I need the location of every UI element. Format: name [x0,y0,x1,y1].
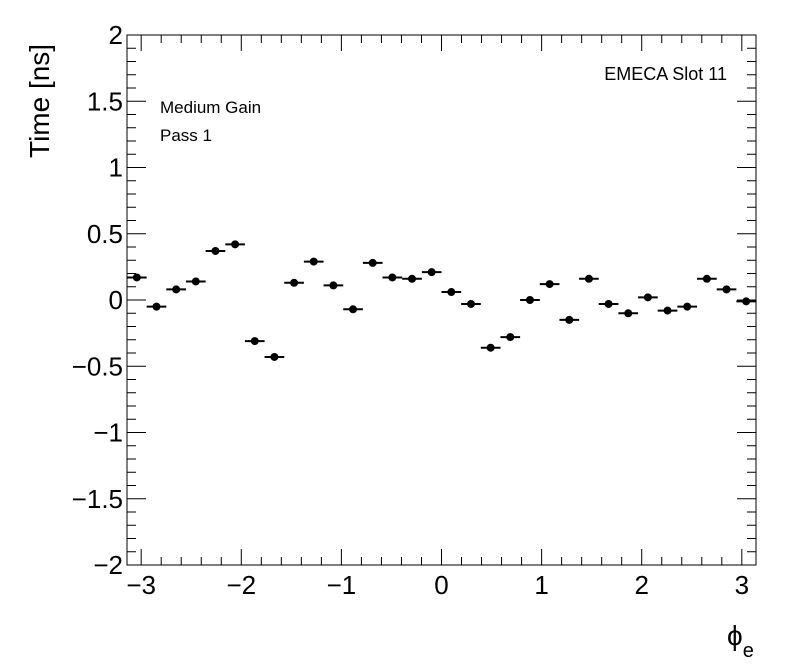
y-tick-label: −0.5 [72,351,123,381]
x-tick-label: −1 [327,570,357,600]
data-point-marker [545,280,554,289]
data-point-marker [270,352,279,361]
data-point-marker [643,293,652,302]
data-point-marker [408,274,417,283]
data-point [559,315,580,324]
data-point [402,274,422,283]
data-point-marker [231,240,240,249]
data-point-marker [427,268,436,277]
y-tick-label: 2 [109,20,123,50]
data-point [461,299,481,308]
slot-label: EMECA Slot 11 [604,64,727,84]
data-point [421,268,442,277]
y-tick-label: 1 [109,153,123,183]
data-point [343,305,363,314]
x-tick-label: 1 [534,570,548,600]
data-point-marker [132,273,141,282]
data-point [323,281,344,290]
data-point-marker [506,333,515,342]
data-point [618,309,639,318]
pass-label: Pass 1 [160,126,212,145]
data-point-marker [388,273,397,282]
data-point [716,285,737,294]
x-tick-label: −3 [126,570,156,600]
x-tick-label: 3 [735,570,749,600]
data-point [697,274,717,283]
y-tick-label: −1 [93,418,123,448]
y-tick-label: 1.5 [87,86,123,116]
y-tick-label: 0 [109,285,123,315]
data-point [520,296,540,304]
data-point [244,337,265,346]
data-points [127,240,756,361]
data-point-marker [191,277,200,286]
data-point-marker [349,305,358,314]
data-point-marker [683,302,692,311]
x-axis-title-main: ϕ [727,620,743,651]
data-point-marker [466,299,475,308]
data-point-marker [309,257,318,266]
data-point-marker [565,315,574,324]
data-point [185,277,206,286]
x-axis-title: ϕe [727,620,754,662]
data-point [205,246,226,255]
data-point-marker [152,302,161,311]
data-point [539,280,560,289]
y-tick-label: −1.5 [72,484,123,514]
data-point-marker [525,296,534,304]
data-point-marker [368,258,377,267]
data-point-marker [172,285,181,294]
data-point-marker [250,337,259,346]
data-point [480,343,501,352]
data-point-marker [290,278,299,287]
data-point-marker [329,281,338,290]
data-point [638,293,658,302]
data-point-marker [486,343,495,352]
y-tick-label: 0.5 [87,219,123,249]
data-point [284,278,304,287]
data-point-marker [702,274,711,283]
data-point [362,258,383,267]
data-point [225,240,245,249]
data-point-marker [663,306,672,315]
data-point [303,257,324,266]
data-point [657,306,678,315]
gain-label: Medium Gain [160,98,261,117]
data-point [146,302,167,311]
data-point-marker [722,285,731,294]
y-tick-label: −2 [93,550,123,580]
x-tick-label: 2 [634,570,648,600]
data-point-marker [447,288,456,297]
y-axis-title: Time [ns] [24,44,55,158]
x-axis-title-subscript: e [743,640,754,662]
data-point [127,273,147,282]
y-axis-ticks: −2 −1.5 −1 −0.5 0 0.5 1 1.5 2 [72,20,756,580]
x-axis-ticks: −3 −2 −1 0 1 2 3 [126,35,749,600]
data-point [382,273,403,282]
data-point-marker [742,297,751,306]
data-point [441,288,462,297]
data-point [166,285,186,294]
data-point [736,297,756,306]
data-point [264,352,285,361]
data-point-marker [211,246,220,255]
data-point [579,274,599,283]
x-tick-label: −2 [226,570,256,600]
data-point [598,299,619,308]
data-point [500,333,521,342]
data-point [677,302,698,311]
data-point-marker [604,299,613,308]
x-tick-label: 0 [434,570,448,600]
data-point-marker [624,309,633,318]
data-point-marker [584,274,593,283]
